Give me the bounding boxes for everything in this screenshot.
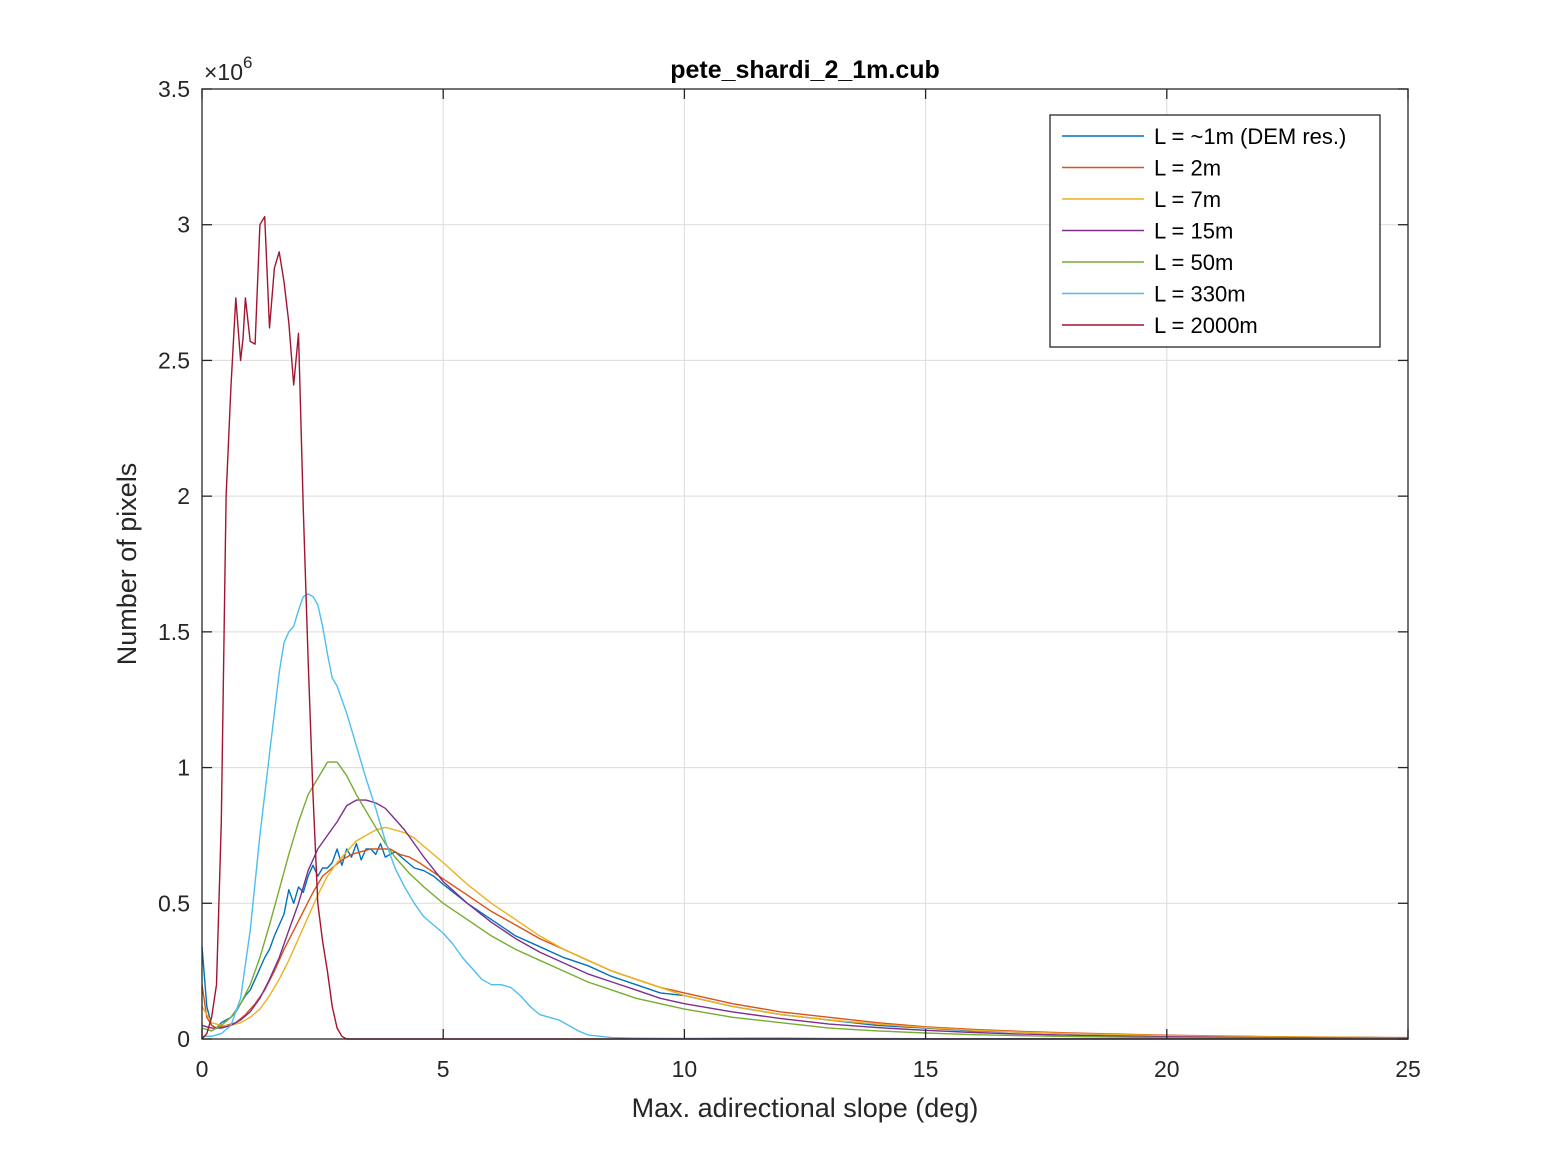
legend-label-6: L = 2000m	[1154, 313, 1258, 338]
x-axis-label: Max. adirectional slope (deg)	[632, 1093, 979, 1123]
x-tick-label: 0	[196, 1056, 209, 1082]
x-tick-label: 10	[672, 1056, 698, 1082]
y-tick-label: 3	[177, 212, 190, 238]
x-tick-label: 5	[437, 1056, 450, 1082]
y-tick-label: 1.5	[158, 619, 190, 645]
y-tick-label: 3.5	[158, 76, 190, 102]
y-tick-label: 2.5	[158, 347, 190, 373]
y-tick-label: 0	[177, 1026, 190, 1052]
legend-items: L = ~1m (DEM res.) L = 2m L = 7m L = 15m L =…	[1062, 124, 1346, 338]
svg-text:×106: ×106	[204, 53, 252, 85]
series-line-5	[202, 593, 1409, 1040]
legend-label-5: L = 330m	[1154, 282, 1246, 307]
y-exponent-base: ×10	[204, 59, 243, 85]
legend-label-1: L = 2m	[1154, 156, 1221, 181]
series-line-0	[201, 842, 1409, 1039]
series-line-4	[201, 761, 1409, 1040]
chart-title: pete_shardi_2_1m.cub	[670, 56, 940, 84]
y-tick-label: 0.5	[158, 890, 190, 916]
y-axis-label: Number of pixels	[112, 463, 142, 666]
series-lines	[201, 215, 1409, 1040]
series-line-3	[201, 799, 1409, 1039]
x-tick-label: 20	[1154, 1056, 1180, 1082]
y-exponent-power: 6	[243, 53, 252, 72]
x-tick-label: 15	[913, 1056, 939, 1082]
legend-label-2: L = 7m	[1154, 187, 1221, 212]
series-line-2	[201, 826, 1409, 1039]
y-tick-label: 1	[177, 755, 190, 781]
tick-labels: 0 5 10 15 20 25 0 0.5 1 1.5 2 2.5 3 3.5	[158, 76, 1421, 1082]
series-line-1	[201, 848, 1409, 1039]
legend-label-3: L = 15m	[1154, 219, 1233, 244]
series-line-6	[201, 215, 1408, 1040]
legend-label-0: L = ~1m (DEM res.)	[1154, 124, 1346, 149]
legend: L = ~1m (DEM res.) L = 2m L = 7m L = 15m L =…	[1049, 114, 1381, 348]
axes	[201, 88, 1409, 1040]
legend-label-4: L = 50m	[1154, 250, 1233, 275]
plot-frame	[201, 88, 1409, 1040]
x-tick-label: 25	[1395, 1056, 1421, 1082]
y-tick-label: 2	[177, 483, 190, 509]
y-exponent-label: ×106	[204, 53, 252, 85]
